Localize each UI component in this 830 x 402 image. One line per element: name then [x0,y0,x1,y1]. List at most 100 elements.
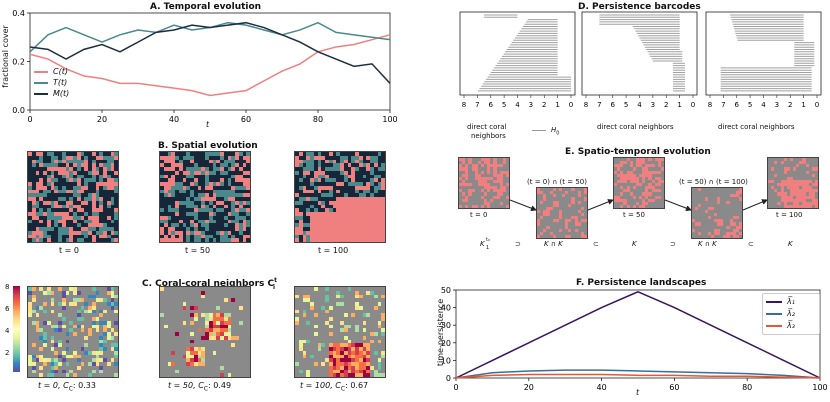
colorbar-tick-4: 4 [5,327,10,335]
barcode-tick-label: 4 [637,101,642,109]
barcode-xlabel-1a: direct coral [467,123,507,131]
colorbar [13,286,20,372]
barcode-tick-label: 7 [597,101,601,109]
neighbor-map-t50 [159,286,251,378]
x-tick-label: 40 [169,115,179,124]
panel-a-xlabel: t [206,120,210,129]
x-tick-label: 40 [597,383,607,392]
barcode-tick-label: 3 [775,101,779,109]
barcode-tick-label: 1 [555,101,559,109]
barcode-tick-label: 3 [529,101,533,109]
panel-f-ylabel: time-persistence [436,298,446,367]
y-tick-label: 0.2 [12,58,25,67]
spatial-label-t0: t = 0 [59,246,80,255]
panel-e-title: E. Spatio-temporal evolution [565,147,711,157]
y-tick-label: 10 [441,356,451,365]
panel-a-legend: C(t) T(t) M(t) [34,66,69,99]
panel-a-chart: 0 20 40 60 80 100 0.0 0.2 0.4 [12,9,397,124]
st-intersection-2: (t = 50) ∩ (t = 100) [679,178,748,186]
barcode-tick-label: 6 [611,101,616,109]
barcode-tick-label: 4 [761,101,766,109]
neighbor-label-t0: t = 0, CC: 0.33 [38,381,96,393]
legend-m: M(t) [34,88,69,99]
series-lambda2 [455,369,821,379]
series-ct [29,34,391,97]
legend-c: C(t) [34,66,69,77]
st-label-t0: t = 0 [470,211,488,219]
barcode-tick-label: 4 [515,101,520,109]
x-tick-label: 20 [97,115,107,124]
barcode-tick-label: 5 [748,101,752,109]
legend-lambda3: λ̅₃ [766,320,816,332]
x-tick-label: 100 [812,383,827,392]
barcode-tick-label: 2 [788,101,792,109]
barcode-tick-label: 6 [489,101,494,109]
x-tick-label: 20 [524,383,534,392]
panel-a-title: A. Temporal evolution [150,2,262,12]
x-tick-label: 0 [453,383,458,392]
panel-f-legend: λ̅₁ λ̅₂ λ̅₃ [762,293,820,335]
barcode-tick-label: 7 [475,101,479,109]
spatial-map-t0 [27,151,119,243]
barcode-frame [459,11,576,96]
series-lambda3 [455,373,821,379]
barcode-tick-label: 8 [708,101,712,109]
st-frame-t100 [767,157,819,209]
barcode-xlabel-1b: neighbors [471,132,506,140]
barcode-tick-label: 2 [664,101,668,109]
spatial-label-t100: t = 100 [318,246,349,255]
barcode-tick-label: 1 [801,101,805,109]
barcode-frame [581,11,698,96]
st-arrows [509,199,768,212]
st-frame-t0 [458,157,510,209]
panel-f-xlabel: t [636,388,640,397]
st-frame-intersect-2 [691,187,743,239]
y-tick-label: 30 [441,321,451,330]
neighbor-map-t0 [27,286,119,378]
barcode-legend: H0 [532,126,559,136]
st-label-t50: t = 50 [623,211,645,219]
y-tick-label: 0.0 [12,106,25,115]
neighbor-label-t50: t = 50, CC: 0.49 [168,381,232,393]
st-frame-t50 [613,157,665,209]
y-tick-label: 40 [441,304,451,313]
barcode-tick-label: 0 [815,101,819,109]
panel-c-title: C. Coral-coral neighbors Cti [142,277,278,291]
series-lambda1 [455,290,821,379]
spatial-map-t100 [294,151,386,243]
st-intersection-1: (t = 0) ∩ (t = 50) [527,178,587,186]
series-mt [29,21,391,84]
barcode-frame [705,11,822,96]
x-tick-label: 60 [241,115,251,124]
barcode-tick-label: 0 [691,101,695,109]
legend-t: T(t) [34,77,69,88]
colorbar-tick-8: 8 [5,283,10,291]
y-tick-label: 50 [441,286,451,295]
spatial-label-t50: t = 50 [185,246,211,255]
y-tick-label: 0.4 [12,9,25,18]
legend-lambda1: λ̅₁ [766,296,816,308]
barcode-tick-label: 2 [542,101,546,109]
barcode-xlabel-2: direct coral neighbors [597,123,674,131]
y-tick-label: 0 [446,374,451,383]
colorbar-tick-6: 6 [5,305,10,313]
panel-f-title: F. Persistence landscapes [576,278,707,288]
barcode-tick-label: 1 [677,101,681,109]
barcode-tick-label: 8 [584,101,588,109]
neighbor-label-t100: t = 100, CC: 0.67 [300,381,369,393]
panel-f-chart: 0 20 40 60 80 100 0 10 20 30 40 50 [441,286,828,392]
panel-a-ylabel: fractional cover [0,25,10,88]
colorbar-tick-2: 2 [5,349,10,357]
spatial-map-t50 [159,151,251,243]
y-tick-label: 20 [441,339,451,348]
st-label-t100: t = 100 [776,211,803,219]
panel-b-title: B. Spatial evolution [158,141,258,151]
barcode-tick-label: 5 [502,101,506,109]
barcode-tick-label: 6 [735,101,740,109]
x-tick-label: 80 [742,383,752,392]
panel-d-title: D. Persistence barcodes [578,2,701,12]
legend-lambda2: λ̅₂ [766,308,816,320]
x-tick-label: 0 [27,115,32,124]
